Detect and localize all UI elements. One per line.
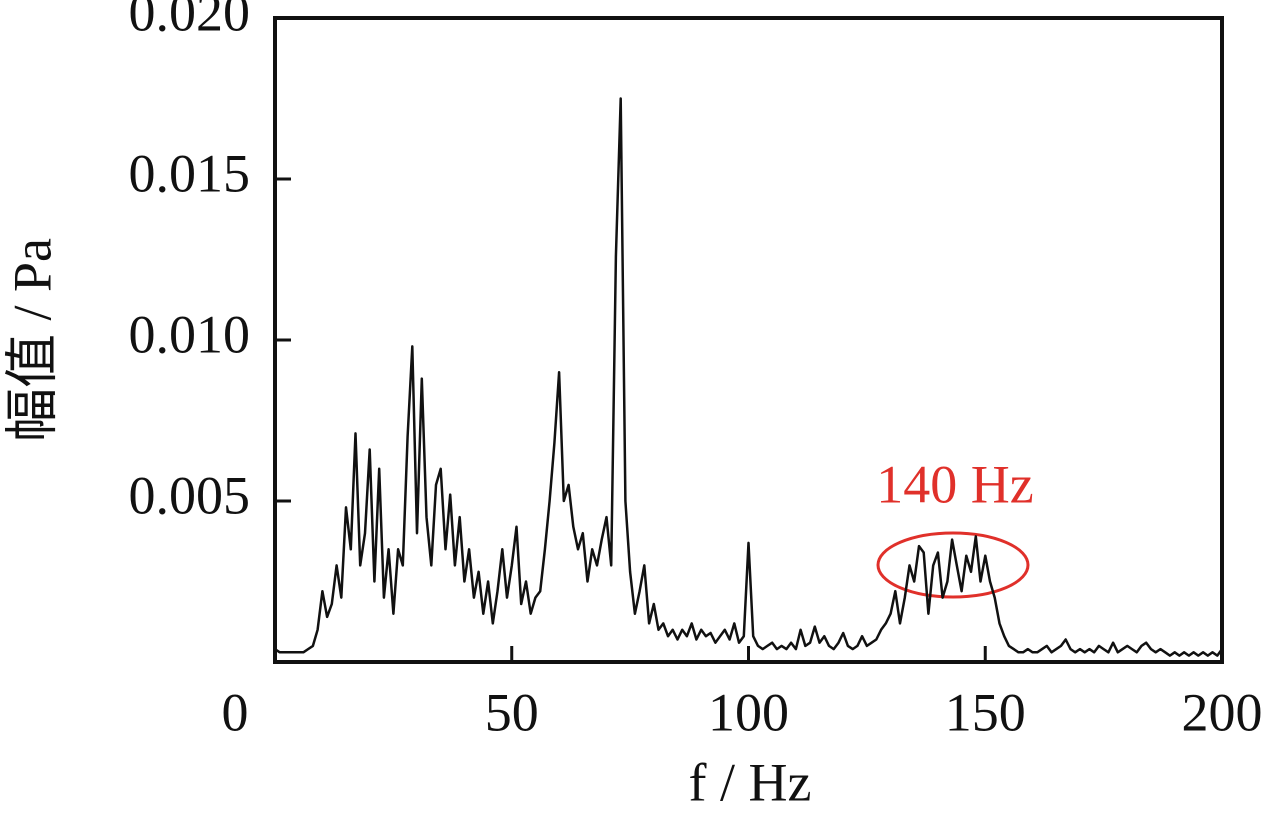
y-tick-label: 0.005 [129,465,251,525]
x-axis-label: f / Hz [689,752,812,812]
x-tick-label: 0 [222,682,249,742]
spectrum-line [274,97,1224,657]
annotation-ellipse [876,531,1030,599]
x-tick-label: 150 [945,682,1026,742]
y-tick-label: 0.015 [129,143,251,203]
y-tick-label: 0.020 [129,0,251,42]
plot-frame [273,16,1224,664]
x-tick-label: 100 [708,682,789,742]
y-tick-label: 0.010 [129,304,251,364]
y-axis-label: 幅值 / Pa [2,238,62,442]
annotation: 140 Hz [876,454,1033,514]
x-tick-label: 200 [1182,682,1263,742]
x-tick-label: 50 [485,682,539,742]
